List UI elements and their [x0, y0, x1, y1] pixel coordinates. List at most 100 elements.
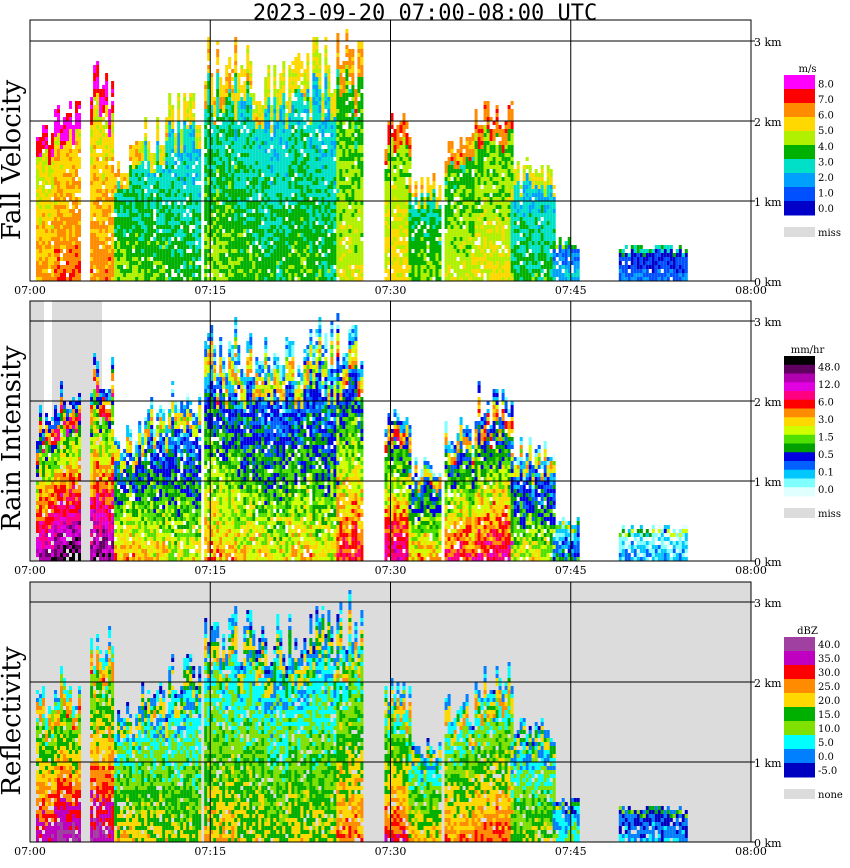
- x-tick-label: 07:45: [555, 564, 587, 577]
- colorbar-label: 25.0: [818, 682, 840, 693]
- x-tick-label: 08:00: [735, 284, 767, 297]
- colorbar-swatch: [784, 665, 815, 680]
- colorbar-label: 0.0: [818, 204, 834, 215]
- colorbar-swatch: [784, 373, 815, 383]
- colorbar-label: 10.0: [818, 724, 840, 735]
- colorbar-swatch: [784, 417, 815, 427]
- y-tick-label: 2 km: [754, 396, 782, 409]
- y-tick-label: 3 km: [754, 36, 782, 49]
- colorbar-swatch: [784, 478, 815, 488]
- colorbar-swatch: [784, 651, 815, 666]
- colorbar-label: 15.0: [818, 710, 840, 721]
- colorbar-swatch: [784, 89, 815, 104]
- colorbar-swatch: [784, 679, 815, 694]
- x-tick-label: 07:00: [14, 284, 46, 297]
- colorbar-swatch: [784, 187, 815, 202]
- colorbar-swatch: [784, 159, 815, 174]
- colorbar-swatch: [784, 721, 815, 736]
- colorbar-unit: m/s: [799, 64, 817, 75]
- colorbar-swatch: [784, 382, 815, 392]
- colorbar-label: 4.0: [818, 142, 834, 153]
- colorbar-label: 48.0: [818, 363, 840, 374]
- colorbar-swatch: [784, 145, 815, 160]
- colorbar-label: 0.0: [818, 485, 834, 496]
- colorbar-missing-swatch: [784, 227, 815, 237]
- colorbar-label: 0.0: [818, 752, 834, 763]
- colorbar-unit: dBZ: [797, 626, 818, 637]
- y-tick-label: 0 km: [754, 556, 782, 569]
- colorbar-swatch: [784, 117, 815, 132]
- x-tick-label: 07:30: [375, 564, 407, 577]
- colorbar-label: 35.0: [818, 654, 840, 665]
- colorbar-label: 5.0: [818, 738, 834, 749]
- colorbar-swatch: [784, 452, 815, 462]
- colorbar-swatch: [784, 749, 815, 764]
- x-tick-label: 07:00: [14, 845, 46, 858]
- y-tick-label: 0 km: [754, 837, 782, 850]
- colorbar-swatch: [784, 763, 815, 778]
- colorbar-label: 0.5: [818, 450, 834, 461]
- colorbar-missing-label: none: [818, 790, 843, 801]
- colorbar-missing-swatch: [784, 508, 815, 518]
- colorbar-swatch: [784, 735, 815, 750]
- y-tick-label: 1 km: [754, 757, 782, 770]
- colorbar-label: 6.0: [818, 398, 834, 409]
- colorbar-label: 1.5: [818, 433, 834, 444]
- x-tick-label: 08:00: [735, 564, 767, 577]
- x-tick-label: 07:30: [375, 284, 407, 297]
- colorbar-label: 3.0: [818, 157, 834, 168]
- x-tick-label: 07:30: [375, 845, 407, 858]
- x-tick-label: 07:45: [555, 284, 587, 297]
- colorbar-label: -5.0: [818, 766, 837, 777]
- colorbar-label: 1.0: [818, 188, 834, 199]
- colorbar-swatch: [784, 434, 815, 444]
- colorbar-swatch: [784, 443, 815, 453]
- x-tick-label: 07:00: [14, 564, 46, 577]
- plot-frame: [29, 581, 752, 843]
- colorbar-label: 6.0: [818, 111, 834, 122]
- colorbar-label: 0.1: [818, 468, 834, 479]
- colorbar-swatch: [784, 426, 815, 436]
- colorbar-swatch: [784, 487, 815, 497]
- x-tick-label: 07:15: [194, 284, 226, 297]
- y-tick-label: 3 km: [754, 597, 782, 610]
- x-tick-label: 08:00: [735, 845, 767, 858]
- colorbar-swatch: [784, 103, 815, 118]
- colorbar-unit: mm/hr: [791, 345, 825, 356]
- plot-frame: [29, 19, 752, 282]
- x-tick-label: 07:15: [194, 845, 226, 858]
- colorbar-swatch: [784, 461, 815, 471]
- colorbar-label: 5.0: [818, 126, 834, 137]
- colorbar-label: 12.0: [818, 380, 840, 391]
- colorbar-swatch: [784, 356, 815, 366]
- colorbar-label: 40.0: [818, 640, 840, 651]
- colorbar-label: 2.0: [818, 173, 834, 184]
- precip-field: [36, 590, 688, 842]
- y-tick-label: 2 km: [754, 116, 782, 129]
- y-tick-label: 1 km: [754, 476, 782, 489]
- x-tick-label: 07:15: [194, 564, 226, 577]
- colorbar-swatch: [784, 391, 815, 401]
- colorbar-swatch: [784, 408, 815, 418]
- colorbar-missing-swatch: [784, 789, 815, 799]
- y-tick-label: 3 km: [754, 316, 782, 329]
- colorbar-swatch: [784, 637, 815, 652]
- precip-field: [36, 313, 688, 561]
- colorbar-missing-label: miss: [818, 228, 841, 239]
- colorbar-swatch: [784, 131, 815, 146]
- colorbar-label: 7.0: [818, 95, 834, 106]
- x-tick-label: 07:45: [555, 845, 587, 858]
- colorbar-swatch: [784, 75, 815, 90]
- colorbar-missing-label: miss: [818, 509, 841, 520]
- y-tick-label: 0 km: [754, 276, 782, 289]
- colorbar-swatch: [784, 469, 815, 479]
- colorbar-swatch: [784, 201, 815, 216]
- colorbar-label: 3.0: [818, 415, 834, 426]
- colorbar-swatch: [784, 173, 815, 188]
- colorbar-swatch: [784, 707, 815, 722]
- plot-frame: [29, 300, 752, 562]
- colorbar-swatch: [784, 364, 815, 374]
- colorbar-swatch: [784, 399, 815, 409]
- colorbar-label: 20.0: [818, 696, 840, 707]
